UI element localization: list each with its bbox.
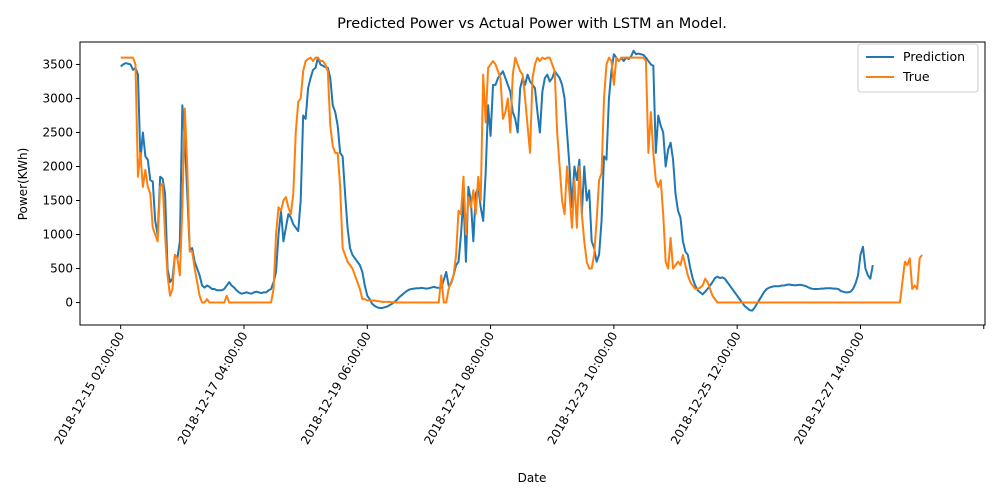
legend: Prediction True bbox=[857, 43, 979, 93]
y-tick-label: 1000 bbox=[42, 228, 73, 242]
y-tick-label: 0 bbox=[65, 296, 73, 310]
y-tick-label: 500 bbox=[50, 262, 73, 276]
series-line-true bbox=[120, 56, 923, 304]
y-tick-label: 3000 bbox=[42, 91, 73, 105]
x-tick-label: 2018-12-17 04:00:00 bbox=[175, 330, 251, 447]
x-tick-label: 2018-12-15 02:00:00 bbox=[51, 330, 127, 447]
series-line-prediction bbox=[120, 49, 874, 312]
y-tick-label: 3500 bbox=[42, 57, 73, 71]
y-axis: 0 500 1000 1500 2000 2500 3000 3500 bbox=[42, 57, 80, 310]
y-tick-label: 2000 bbox=[42, 159, 73, 173]
x-tick-label: 2018-12-25 12:00:00 bbox=[668, 330, 744, 447]
y-axis-label: Power(KWh) bbox=[16, 148, 30, 221]
x-axis-label: Date bbox=[518, 471, 547, 485]
legend-label-true: True bbox=[902, 69, 930, 84]
x-tick-label: 2018-12-27 14:00:00 bbox=[791, 330, 867, 447]
x-tick-label: 2018-12-21 08:00:00 bbox=[421, 329, 497, 446]
plot-area bbox=[79, 41, 986, 326]
legend-label-prediction: Prediction bbox=[903, 49, 965, 64]
y-tick-label: 1500 bbox=[42, 194, 73, 208]
x-axis: 2018-12-15 02:00:00 2018-12-17 04:00:00 20… bbox=[51, 325, 985, 447]
chart-title: Predicted Power vs Actual Power with LST… bbox=[337, 16, 727, 32]
x-tick-label: 2018-12-19 06:00:00 bbox=[298, 330, 374, 447]
x-tick-label: 2018-12-23 10:00:00 bbox=[545, 330, 621, 447]
y-tick-label: 2500 bbox=[42, 125, 73, 139]
plot-frame bbox=[79, 41, 986, 326]
